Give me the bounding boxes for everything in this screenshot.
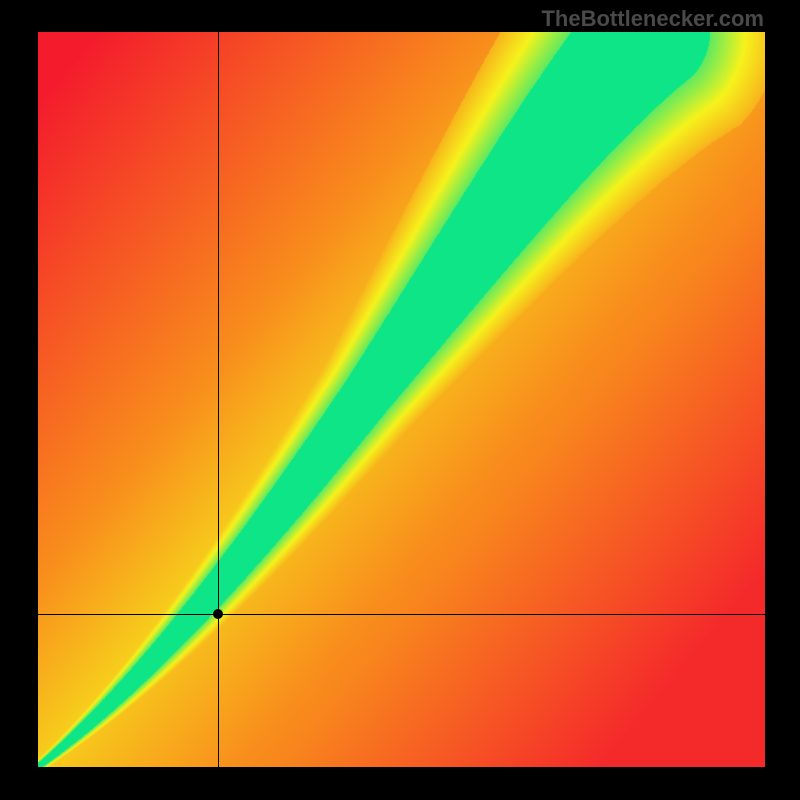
chart-container: TheBottlenecker.com [0, 0, 800, 800]
heatmap-canvas [38, 32, 765, 767]
crosshair-horizontal [38, 614, 765, 615]
heatmap-plot-area [38, 32, 765, 767]
watermark-text: TheBottlenecker.com [541, 6, 764, 32]
marker-dot [213, 609, 223, 619]
crosshair-vertical [218, 32, 219, 767]
